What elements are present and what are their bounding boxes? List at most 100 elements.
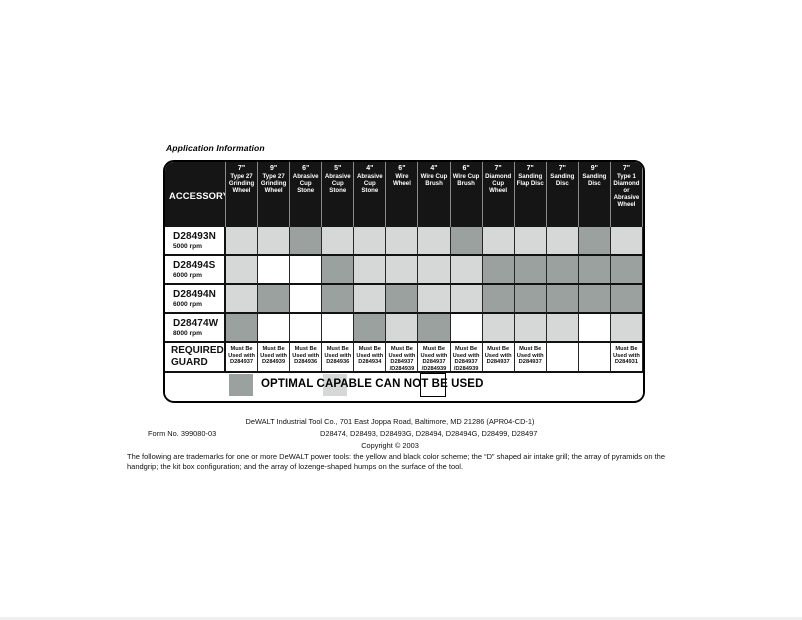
legend-cannot-label: CAN NOT BE USED xyxy=(375,378,484,390)
compatibility-cell-capable xyxy=(418,227,451,256)
guard-cell: Must Be Used with D284937 xyxy=(482,343,515,373)
compatibility-cell-capable xyxy=(482,227,515,256)
compatibility-cell-optimal xyxy=(610,256,643,285)
compatibility-cell-capable xyxy=(514,227,547,256)
compatibility-cell-capable xyxy=(610,314,643,343)
page-title: Application Information xyxy=(166,143,265,153)
footer-copyright: Copyright © 2003 xyxy=(361,441,419,450)
compatibility-cell-optimal xyxy=(322,285,355,314)
compatibility-cell-optimal xyxy=(450,227,483,256)
footer-form-number: Form No. 399080-03 xyxy=(148,429,217,438)
legend-capable-label: CAPABLE xyxy=(316,378,372,390)
compatibility-cell-capable xyxy=(386,227,419,256)
column-header-11: 7" Sanding Disc xyxy=(546,162,579,227)
compatibility-cell-optimal xyxy=(578,285,611,314)
guard-cell: Must Be Used with D284937/D284939 xyxy=(386,343,419,373)
column-header-8: 6" Wire Cup Brush xyxy=(450,162,483,227)
guard-cell xyxy=(578,343,611,373)
legend: OPTIMAL CAPABLE CAN NOT BE USED xyxy=(165,373,643,399)
compatibility-cell-optimal xyxy=(546,285,579,314)
guard-cell: Must Be Used with D284934 xyxy=(354,343,387,373)
compatibility-cell-optimal xyxy=(482,285,515,314)
compatibility-cell-cannot xyxy=(290,256,323,285)
compatibility-cell-optimal xyxy=(418,314,451,343)
row-label-D28474W: D28474W 8000 rpm xyxy=(165,314,226,343)
compatibility-cell-optimal xyxy=(354,314,387,343)
compatibility-cell-capable xyxy=(258,227,291,256)
legend-optimal-swatch xyxy=(229,374,253,396)
compatibility-cell-cannot xyxy=(578,314,611,343)
compatibility-cell-optimal xyxy=(578,227,611,256)
guard-cell: Must Be Used with D284937/D284939 xyxy=(450,343,483,373)
guard-cell: Must Be Used with D284936 xyxy=(322,343,355,373)
legend-cannot-swatch xyxy=(420,373,446,397)
compatibility-cell-capable xyxy=(546,227,579,256)
compatibility-cell-capable xyxy=(354,256,387,285)
accessory-corner-header: ACCESSORY xyxy=(165,162,226,227)
compatibility-cell-optimal xyxy=(258,285,291,314)
compatibility-cell-optimal xyxy=(290,227,323,256)
footer-address-line: DeWALT Industrial Tool Co., 701 East Jop… xyxy=(245,417,535,426)
column-header-3: 6" Abrasive Cup Stone xyxy=(290,162,323,227)
page-bottom-strip xyxy=(0,617,802,620)
column-header-4: 5" Abrasive Cup Stone xyxy=(322,162,355,227)
legend-capable-swatch xyxy=(323,374,347,396)
column-header-12: 9" Sanding Disc xyxy=(578,162,611,227)
column-header-9: 7" Diamond Cup Wheel xyxy=(482,162,515,227)
compatibility-cell-capable xyxy=(418,285,451,314)
guard-cell: Must Be Used with D284939 xyxy=(258,343,291,373)
compatibility-cell-optimal xyxy=(386,285,419,314)
legend-optimal-label: OPTIMAL xyxy=(261,378,314,390)
footer-form-row: Form No. 399080-03 D28474, D28493, D2849… xyxy=(0,429,802,439)
footer-model-list: D28474, D28493, D28493G, D28494, D28494G… xyxy=(320,429,538,438)
compatibility-cell-capable xyxy=(386,314,419,343)
guard-cell: Must Be Used with D284937 xyxy=(514,343,547,373)
guard-cell: Must Be Used with D284937/D284939 xyxy=(418,343,451,373)
legend-labels: OPTIMAL CAPABLE CAN NOT BE USED xyxy=(261,378,483,390)
compatibility-cell-cannot xyxy=(290,314,323,343)
trademark-paragraph: The following are trademarks for one or … xyxy=(127,452,666,471)
column-header-5: 4" Abrasive Cup Stone xyxy=(354,162,387,227)
compatibility-cell-optimal xyxy=(514,256,547,285)
compatibility-cell-cannot xyxy=(258,256,291,285)
compatibility-cell-optimal xyxy=(610,285,643,314)
column-header-13: 7" Type 1 Diamond or Abrasive Wheel xyxy=(610,162,643,227)
compatibility-cell-optimal xyxy=(226,314,259,343)
application-information-table: ACCESSORY 7" Type 27 Grinding Wheel 9" Type … xyxy=(163,160,645,403)
compatibility-cell-cannot xyxy=(450,314,483,343)
compatibility-cell-capable xyxy=(354,285,387,314)
row-label-D28494S: D28494S 6000 rpm xyxy=(165,256,226,285)
compatibility-cell-capable xyxy=(418,256,451,285)
compatibility-cell-cannot xyxy=(258,314,291,343)
guard-cell: Must Be Used with D284931 xyxy=(610,343,643,373)
guard-cell xyxy=(546,343,579,373)
compatibility-cell-capable xyxy=(226,285,259,314)
compatibility-cell-capable xyxy=(610,227,643,256)
compatibility-cell-cannot xyxy=(322,314,355,343)
compatibility-cell-capable xyxy=(226,256,259,285)
compatibility-cell-capable xyxy=(386,256,419,285)
column-header-7: 4" Wire Cup Brush xyxy=(418,162,451,227)
column-header-2: 9" Type 27 Grinding Wheel xyxy=(258,162,291,227)
guard-cell: Must Be Used with D284936 xyxy=(290,343,323,373)
column-header-10: 7" Sanding Flap Disc xyxy=(514,162,547,227)
compatibility-cell-capable xyxy=(226,227,259,256)
row-label-D28494N: D28494N 6000 rpm xyxy=(165,285,226,314)
column-header-6: 6" Wire Wheel xyxy=(386,162,419,227)
column-header-1: 7" Type 27 Grinding Wheel xyxy=(226,162,259,227)
compatibility-cell-cannot xyxy=(290,285,323,314)
compatibility-cell-capable xyxy=(514,314,547,343)
compatibility-cell-capable xyxy=(450,256,483,285)
compatibility-cell-capable xyxy=(482,314,515,343)
compatibility-cell-optimal xyxy=(322,256,355,285)
compatibility-cell-optimal xyxy=(514,285,547,314)
compatibility-cell-optimal xyxy=(482,256,515,285)
required-guard-label: REQUIRED GUARD xyxy=(165,343,226,373)
compatibility-cell-capable xyxy=(322,227,355,256)
compatibility-cell-capable xyxy=(354,227,387,256)
accessory-compatibility-grid: ACCESSORY 7" Type 27 Grinding Wheel 9" Type … xyxy=(165,162,643,373)
compatibility-cell-capable xyxy=(546,314,579,343)
guard-cell: Must Be Used with D284937 xyxy=(226,343,259,373)
compatibility-cell-capable xyxy=(450,285,483,314)
row-label-D28493N: D28493N 5000 rpm xyxy=(165,227,226,256)
